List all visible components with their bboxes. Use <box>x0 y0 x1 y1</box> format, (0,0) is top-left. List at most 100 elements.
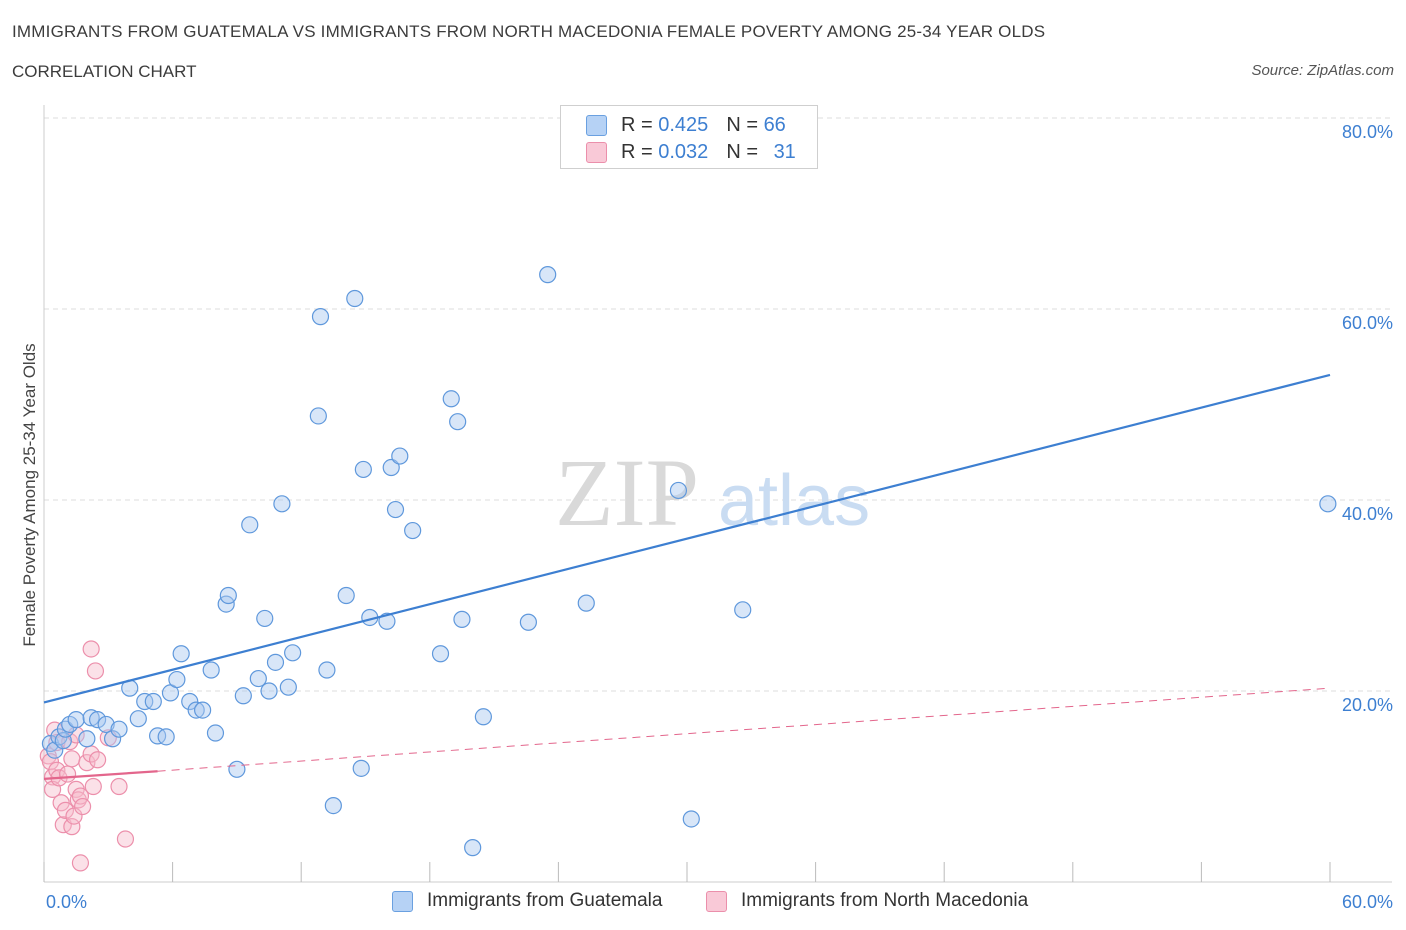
data-point-guatemala <box>378 612 396 630</box>
data-point-guatemala <box>67 711 85 729</box>
data-point-guatemala <box>391 447 409 465</box>
chart-subtitle: CORRELATION CHART <box>12 62 197 81</box>
data-point-guatemala <box>474 708 492 726</box>
data-point-guatemala <box>324 796 342 815</box>
data-point-guatemala <box>260 682 278 700</box>
data-point-north-macedonia <box>73 797 92 816</box>
y-tick-label: 20.0% <box>1342 695 1393 715</box>
legend-row-guatemala: R = 0.425 N = 66 <box>586 113 786 137</box>
data-point-guatemala <box>168 670 186 689</box>
data-point-guatemala <box>273 495 291 513</box>
legend-swatch-blue <box>586 114 607 136</box>
data-point-guatemala <box>577 594 595 612</box>
data-point-guatemala <box>46 741 64 759</box>
data-point-guatemala <box>256 609 274 628</box>
data-point-guatemala <box>386 500 405 519</box>
watermark-atlas: atlas <box>718 461 870 541</box>
data-point-guatemala <box>187 701 205 719</box>
data-point-guatemala <box>78 730 96 748</box>
data-point-north-macedonia <box>71 854 90 872</box>
bottom-legend-swatch-blue <box>392 890 413 912</box>
data-point-guatemala <box>442 390 460 408</box>
legend-n-label: N = <box>726 140 764 163</box>
data-point-guatemala <box>354 460 372 479</box>
watermark-zip: ZIP <box>555 439 699 546</box>
trend-line-north-macedonia-dashed <box>157 687 1331 772</box>
data-point-guatemala <box>202 661 220 679</box>
data-point-guatemala <box>404 521 422 540</box>
data-point-guatemala <box>103 730 122 748</box>
data-point-guatemala <box>734 601 752 619</box>
legend-swatch-pink <box>586 141 607 163</box>
data-point-guatemala <box>234 687 252 705</box>
trend-line-north-macedonia <box>43 770 158 780</box>
data-point-guatemala <box>148 727 167 745</box>
stats-legend: R = 0.425 N = 66 R = 0.032 N = 31 <box>560 105 818 169</box>
data-point-guatemala <box>337 586 355 605</box>
data-point-guatemala <box>219 586 237 605</box>
data-point-guatemala <box>352 759 370 777</box>
data-point-guatemala <box>464 839 482 857</box>
data-point-north-macedonia <box>58 765 77 783</box>
data-point-guatemala <box>194 701 212 719</box>
data-point-guatemala <box>431 645 450 663</box>
legend-row-north-macedonia: R = 0.032 N = 31 <box>586 140 796 164</box>
data-point-guatemala <box>318 661 336 679</box>
y-tick-label: 60.0% <box>1342 313 1393 333</box>
x-tick-label: 0.0% <box>46 892 87 912</box>
data-point-north-macedonia <box>110 777 128 796</box>
bottom-legend-label: Immigrants from Guatemala <box>427 890 663 911</box>
bottom-legend-guatemala: Immigrants from Guatemala <box>392 890 662 912</box>
data-point-guatemala <box>279 678 297 696</box>
y-tick-label: 80.0% <box>1342 122 1393 142</box>
data-point-guatemala <box>241 516 259 534</box>
data-point-guatemala <box>88 711 107 729</box>
data-point-north-macedonia <box>78 754 96 772</box>
data-point-north-macedonia <box>63 818 81 836</box>
data-point-guatemala <box>1319 495 1337 513</box>
data-point-guatemala <box>284 644 302 662</box>
data-point-guatemala <box>172 645 190 663</box>
data-point-guatemala <box>110 720 128 738</box>
data-point-north-macedonia <box>116 830 135 848</box>
data-point-north-macedonia <box>65 807 83 825</box>
bottom-legend-label: Immigrants from North Macedonia <box>741 890 1029 911</box>
data-point-guatemala <box>82 709 100 727</box>
data-point-guatemala <box>539 266 557 284</box>
legend-r-label: R = <box>621 113 659 136</box>
data-point-guatemala <box>249 669 267 688</box>
data-point-guatemala <box>449 413 467 431</box>
data-point-guatemala <box>157 728 175 746</box>
chart-title: IMMIGRANTS FROM GUATEMALA VS IMMIGRANTS … <box>12 22 1046 41</box>
legend-n-label: N = <box>726 113 764 136</box>
data-point-guatemala <box>382 458 400 477</box>
source-label: Source: ZipAtlas.com <box>1251 62 1394 79</box>
trend-line-guatemala <box>43 373 1331 704</box>
data-point-guatemala <box>682 810 700 828</box>
legend-n-value: 66 <box>763 113 786 136</box>
data-point-guatemala <box>206 724 225 742</box>
data-point-guatemala <box>266 653 285 671</box>
data-point-north-macedonia <box>71 787 90 805</box>
data-point-guatemala <box>346 289 364 308</box>
data-point-guatemala <box>228 760 246 778</box>
bottom-legend-north-macedonia: Immigrants from North Macedonia <box>706 890 1028 912</box>
data-point-guatemala <box>669 481 688 500</box>
data-point-north-macedonia <box>86 662 105 680</box>
data-point-guatemala <box>144 692 162 711</box>
data-point-north-macedonia <box>88 751 107 769</box>
data-point-guatemala <box>181 692 199 711</box>
data-point-north-macedonia <box>63 750 81 768</box>
legend-r-value: 0.032 <box>658 140 709 163</box>
data-point-north-macedonia <box>82 640 100 658</box>
legend-r-value: 0.425 <box>658 113 709 136</box>
x-tick-label: 60.0% <box>1342 892 1393 912</box>
data-point-guatemala <box>519 613 537 631</box>
data-point-guatemala <box>129 710 147 728</box>
data-point-guatemala <box>309 407 327 425</box>
data-point-guatemala <box>453 610 471 628</box>
legend-r-label: R = <box>621 140 659 163</box>
data-point-guatemala <box>311 308 330 326</box>
bottom-legend-swatch-pink <box>706 890 727 912</box>
